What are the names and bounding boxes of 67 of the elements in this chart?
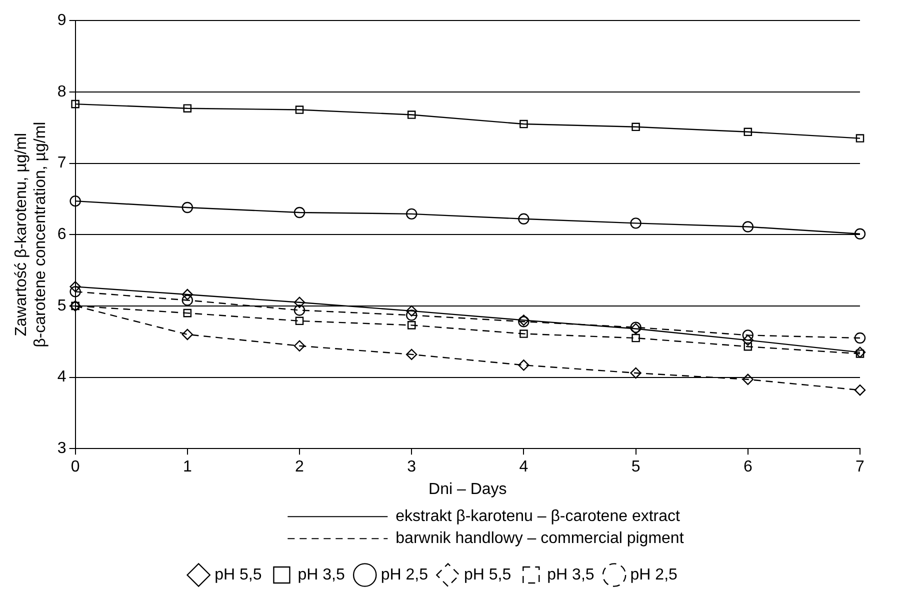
point xyxy=(854,228,866,240)
point xyxy=(406,310,418,321)
x-tick-label: 6 xyxy=(743,458,752,476)
y-tick-label: 5 xyxy=(57,297,66,314)
point xyxy=(632,334,640,342)
point xyxy=(854,346,866,358)
point xyxy=(183,308,192,318)
legend-label: pH 5,5 xyxy=(214,566,262,584)
point xyxy=(742,334,754,346)
point xyxy=(182,328,193,340)
y-tick-label: 8 xyxy=(57,83,66,100)
point xyxy=(295,106,304,114)
point xyxy=(632,122,640,132)
point xyxy=(294,296,306,308)
point xyxy=(520,330,528,338)
point xyxy=(744,342,752,351)
x-tick-label: 4 xyxy=(519,458,528,476)
y-tick-label: 7 xyxy=(57,154,66,172)
point xyxy=(630,367,642,379)
y-tick-label: 3 xyxy=(57,440,66,458)
point xyxy=(70,195,81,207)
x-tick-label: 0 xyxy=(70,458,80,476)
point xyxy=(182,294,193,306)
x-tick-label: 7 xyxy=(856,458,865,476)
y-tick-label: 4 xyxy=(57,368,66,386)
x-tick-label: 2 xyxy=(295,458,304,476)
x-axis-title: Dni – Days xyxy=(428,480,507,498)
legend-label: pH 3,5 xyxy=(298,566,345,584)
point xyxy=(70,281,81,292)
point xyxy=(518,360,530,371)
point xyxy=(407,321,416,330)
point xyxy=(518,213,530,225)
point xyxy=(744,128,752,136)
point xyxy=(742,374,754,386)
y-tick-label: 9 xyxy=(57,12,66,30)
text: ekstrakt β-karotenu – β-carotene extract xyxy=(396,508,681,526)
point xyxy=(407,110,416,119)
point xyxy=(406,305,418,317)
x-tick-label: 5 xyxy=(631,458,640,476)
point xyxy=(294,206,306,218)
point xyxy=(406,348,418,360)
text: barwnik handlowy – commercial pigment xyxy=(396,530,684,548)
point xyxy=(70,286,81,298)
point xyxy=(856,350,864,358)
point xyxy=(182,202,193,214)
point xyxy=(854,384,866,396)
point xyxy=(406,208,418,220)
point xyxy=(854,332,866,344)
point xyxy=(856,134,864,142)
point xyxy=(182,288,193,300)
x-tick-label: 3 xyxy=(407,458,416,476)
point xyxy=(294,340,306,352)
point xyxy=(742,221,754,232)
legend-label: pH 5,5 xyxy=(464,566,512,584)
x-tick-label: 1 xyxy=(182,458,192,476)
legend-label: pH 3,5 xyxy=(547,566,594,584)
point xyxy=(295,316,304,326)
point xyxy=(294,304,306,316)
y-tick-label: 6 xyxy=(57,226,66,244)
point xyxy=(742,330,754,341)
point xyxy=(630,218,642,229)
point xyxy=(71,100,80,108)
y-axis-title: Zawartość β-karotenu, µg/ml β-carotene concentration, µg/ml xyxy=(13,122,50,348)
point xyxy=(183,104,192,112)
legend-label: pH 2,5 xyxy=(380,566,428,584)
point xyxy=(520,120,528,128)
legend-label: pH 2,5 xyxy=(630,566,678,584)
